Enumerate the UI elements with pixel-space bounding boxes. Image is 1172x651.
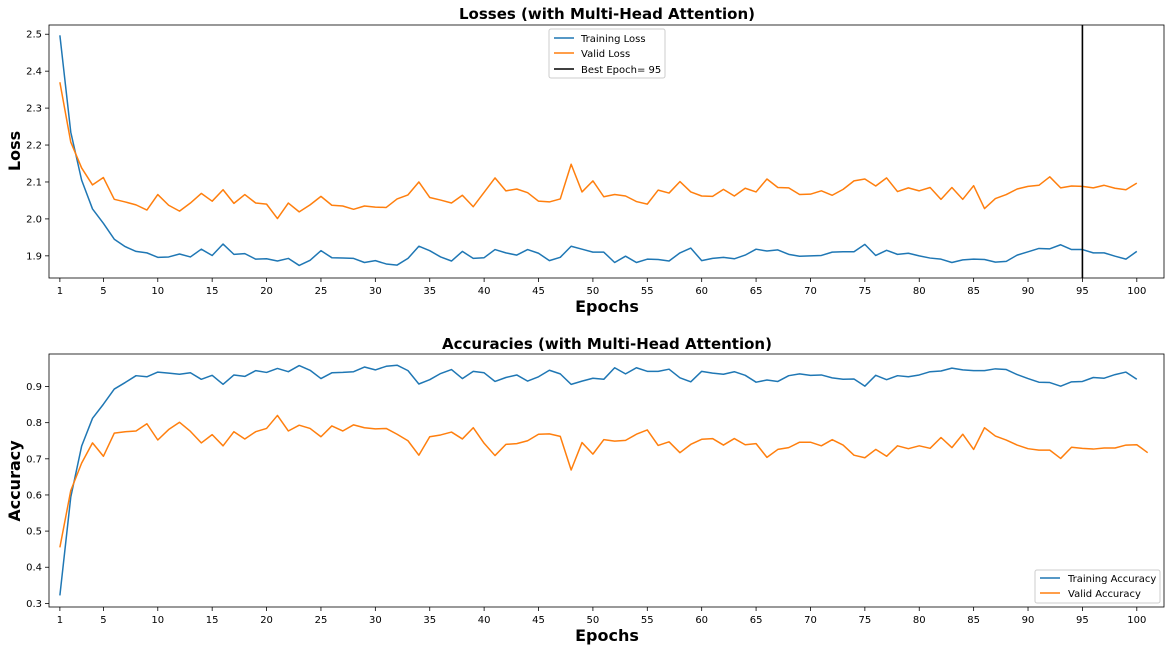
loss-y-tick-label: 1.9 — [26, 251, 42, 262]
loss-x-tick-label: 75 — [858, 286, 871, 297]
loss-y-tick-label: 2.1 — [26, 177, 42, 188]
loss-x-tick-label: 95 — [1076, 286, 1089, 297]
accuracy-y-tick-label: 0.9 — [26, 382, 42, 393]
accuracy-y-tick-label: 0.6 — [26, 490, 42, 501]
loss-legend-label-training: Training Loss — [580, 34, 646, 45]
loss-x-tick-label: 15 — [206, 286, 219, 297]
accuracy-x-tick-label: 40 — [478, 615, 491, 626]
loss-x-tick-label: 80 — [913, 286, 926, 297]
loss-x-tick-label: 1 — [57, 286, 63, 297]
accuracy-chart-title: Accuracies (with Multi-Head Attention) — [442, 335, 772, 353]
loss-y-tick-label: 2.3 — [26, 104, 42, 115]
accuracy-y-tick-label: 0.5 — [26, 527, 42, 538]
loss-x-tick-label: 30 — [369, 286, 382, 297]
accuracy-x-tick-label: 100 — [1127, 615, 1146, 626]
accuracy-x-tick-label: 65 — [750, 615, 763, 626]
loss-legend-label-best-epoch: Best Epoch= 95 — [581, 65, 661, 76]
loss-x-tick-label: 85 — [967, 286, 980, 297]
loss-x-tick-label: 40 — [478, 286, 491, 297]
loss-x-tick-label: 35 — [423, 286, 436, 297]
accuracy-legend-label-training: Training Accuracy — [1067, 574, 1156, 585]
accuracy-x-tick-label: 20 — [260, 615, 273, 626]
accuracy-chart: Accuracies (with Multi-Head Attention) 1… — [5, 335, 1165, 645]
accuracy-x-tick-label: 30 — [369, 615, 382, 626]
loss-y-tick-label: 2.4 — [26, 67, 42, 78]
loss-plot-area — [48, 24, 1165, 279]
loss-x-tick-label: 60 — [695, 286, 708, 297]
loss-x-tick-label: 45 — [532, 286, 545, 297]
loss-x-axis-label: Epochs — [575, 297, 639, 316]
loss-legend: Training Loss Valid Loss Best Epoch= 95 — [548, 28, 666, 79]
accuracy-x-tick-label: 15 — [206, 615, 219, 626]
loss-y-ticks: 1.9 2.0 2.1 2.2 2.3 2.4 2.5 — [26, 30, 49, 262]
accuracy-y-ticks: 0.3 0.4 0.5 0.6 0.7 0.8 0.9 — [26, 382, 49, 610]
accuracy-legend: Training Accuracy Valid Accuracy — [1034, 569, 1161, 604]
loss-x-tick-label: 50 — [587, 286, 600, 297]
accuracy-x-axis-label: Epochs — [575, 626, 639, 645]
loss-y-tick-label: 2.2 — [26, 141, 42, 152]
loss-x-tick-label: 100 — [1127, 286, 1146, 297]
loss-x-tick-label: 20 — [260, 286, 273, 297]
accuracy-x-tick-label: 5 — [100, 615, 106, 626]
accuracy-x-tick-label: 80 — [913, 615, 926, 626]
loss-chart-title: Losses (with Multi-Head Attention) — [459, 5, 755, 23]
accuracy-x-tick-label: 90 — [1022, 615, 1035, 626]
accuracy-x-tick-label: 1 — [57, 615, 63, 626]
accuracy-x-tick-label: 10 — [151, 615, 164, 626]
accuracy-legend-box — [1034, 569, 1161, 604]
accuracy-x-tick-label: 85 — [967, 615, 980, 626]
loss-y-axis-label: Loss — [5, 131, 24, 171]
loss-legend-label-valid: Valid Loss — [581, 49, 630, 60]
loss-x-tick-label: 70 — [804, 286, 817, 297]
accuracy-y-tick-label: 0.4 — [26, 563, 42, 574]
accuracy-y-tick-label: 0.8 — [26, 418, 42, 429]
accuracy-x-tick-label: 70 — [804, 615, 817, 626]
loss-y-tick-label: 2.5 — [26, 30, 42, 41]
loss-series-lines — [59, 35, 1138, 267]
loss-legend-box — [548, 28, 666, 79]
accuracy-plot-area — [48, 353, 1165, 608]
accuracy-x-tick-label: 35 — [423, 615, 436, 626]
accuracy-x-tick-label: 60 — [695, 615, 708, 626]
loss-x-ticks: 1 5 10 15 20 25 30 35 40 45 50 55 60 65 70 75 80 85 90 95 10… — [57, 278, 1146, 297]
loss-chart: Losses (with Multi-Head Attention) 1 5 10 1… — [5, 5, 1165, 316]
accuracy-y-axis-label: Accuracy — [5, 440, 24, 522]
loss-y-tick-label: 2.0 — [26, 214, 42, 225]
loss-x-tick-label: 25 — [315, 286, 328, 297]
accuracy-x-tick-label: 75 — [858, 615, 871, 626]
accuracy-series-lines — [59, 364, 1149, 596]
training-loss-line — [59, 35, 1138, 267]
loss-x-tick-label: 90 — [1022, 286, 1035, 297]
accuracy-x-tick-label: 25 — [315, 615, 328, 626]
training-accuracy-line — [59, 364, 1138, 596]
accuracy-legend-label-valid: Valid Accuracy — [1068, 589, 1141, 600]
accuracy-x-tick-label: 50 — [587, 615, 600, 626]
accuracy-x-tick-label: 95 — [1076, 615, 1089, 626]
loss-x-tick-label: 10 — [151, 286, 164, 297]
valid-loss-line — [59, 82, 1138, 220]
accuracy-y-tick-label: 0.7 — [26, 454, 42, 465]
valid-accuracy-line — [59, 414, 1149, 548]
accuracy-y-tick-label: 0.3 — [26, 599, 42, 610]
loss-x-tick-label: 65 — [750, 286, 763, 297]
loss-x-tick-label: 5 — [100, 286, 106, 297]
loss-x-tick-label: 55 — [641, 286, 654, 297]
accuracy-x-tick-label: 55 — [641, 615, 654, 626]
accuracy-x-tick-label: 45 — [532, 615, 545, 626]
accuracy-x-ticks: 1 5 10 15 20 25 30 35 40 45 50 55 60 65 70 75 80 85 90 95 10… — [57, 607, 1146, 626]
